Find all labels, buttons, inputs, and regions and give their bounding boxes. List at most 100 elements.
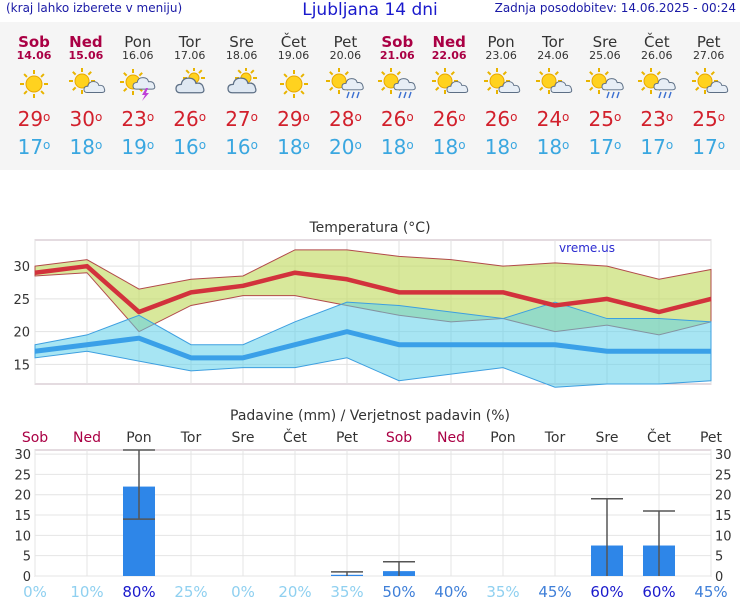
forecast-strip: Sob 14.06 29o 17o Ned 15.06 30o 18o Pon 16.06 23o 1… [0,22,740,170]
min-temp: 17o [640,135,674,159]
partly-cloudy-icon [484,68,521,94]
precip-probability: 20% [278,583,311,600]
temp-y-tick: 20 [13,326,30,341]
day-date: 16.06 [122,49,154,62]
max-temp: 26o [173,107,207,131]
day-name: Sre [229,33,254,51]
max-temp: 30o [69,107,103,131]
precip-day-label: Pon [126,430,151,446]
max-temp-line [34,263,712,315]
min-temp: 18o [380,135,414,159]
precip-day-label: Tor [544,430,566,446]
precip-day-label: Čet [647,428,671,446]
precip-y-tick-right: 30 [715,448,732,463]
charts-area: Temperatura (°C) 15 20 25 30 vreme.us Padavine… [13,220,732,600]
day-name: Sre [592,33,618,51]
precip-probability: 40% [434,583,467,600]
precip-probability: 10% [70,583,103,600]
day-name: Pon [124,33,152,51]
day-column: Tor 24.06 24o 18o [527,22,579,158]
sun-rain-icon [326,68,365,99]
precip-probability: 60% [642,583,675,600]
day-date: 22.06 [431,49,467,62]
precip-probability: 35% [486,583,519,600]
day-name: Čet [280,33,307,51]
precip-day-label: Ned [73,430,101,446]
day-column: Sob 14.06 29o 17o [8,22,60,158]
precip-day-label: Ned [437,430,465,446]
partly-cloudy-icon [536,68,573,94]
temp-y-tick: 25 [13,293,30,308]
min-temp-range-band [34,301,712,388]
day-column: Čet 19.06 29o 18o [268,22,320,158]
precip-day-label: Pon [490,430,515,446]
last-updated: Zadnja posodobitev: 14.06.2025 - 00:24 [494,1,736,15]
min-temp: 18o [432,135,466,159]
precip-y-tick-left: 30 [14,448,31,463]
day-name: Ned [432,33,466,51]
precip-y-tick-right: 15 [715,509,732,524]
precip-y-tick-left: 20 [14,489,31,504]
temp-y-tick: 15 [13,358,30,373]
precip-y-tick-right: 25 [715,468,732,483]
min-temp: 20o [328,135,362,159]
day-column: Sre 25.06 25o 17o [579,22,631,158]
precip-probability: 50% [382,583,415,600]
precip-day-label: Pet [700,430,723,446]
max-temp: 25o [588,107,622,131]
day-column: Pon 16.06 23o 19o [112,22,164,158]
precip-y-tick-right: 10 [715,529,732,544]
max-temp: 24o [536,107,570,131]
precip-day-label: Sob [386,430,412,446]
temp-y-tick: 30 [13,260,30,275]
min-temp-line [34,329,711,361]
day-name: Čet [644,33,670,51]
max-temp: 25o [692,107,726,131]
day-date: 21.06 [379,49,415,62]
thunderstorm-icon [119,69,156,101]
watermark: vreme.us [559,241,615,255]
max-temp: 27o [225,107,258,131]
sun-rain-icon [585,68,624,99]
max-temp: 29o [277,107,310,131]
page-title: Ljubljana 14 dni [302,0,438,20]
partly-cloudy-icon [68,68,106,94]
max-temp: 28o [328,107,362,131]
day-date: 25.06 [589,49,621,62]
day-date: 17.06 [173,49,206,62]
min-temp: 16o [225,135,258,159]
precip-probability: 35% [330,583,363,600]
precip-y-tick-left: 25 [14,468,31,483]
cloudy-icon [226,68,257,94]
min-temp: 17o [588,135,622,159]
precip-probability: 80% [122,583,155,600]
max-temp: 26o [380,107,414,131]
min-temp: 16o [173,135,207,159]
sun-rain-icon [378,68,417,99]
temp-chart-title: Temperatura (°C) [308,220,430,236]
min-temp: 18o [484,135,518,159]
sun-rain-icon [637,68,676,99]
partly-cloudy-icon [432,68,469,94]
precip-probability: 45% [694,583,727,600]
day-column: Ned 22.06 26o 18o [423,22,475,158]
min-temp: 18o [277,135,310,159]
sunny-icon [20,70,48,98]
precip-day-label: Pet [336,430,359,446]
sunny-icon [279,70,308,98]
day-date: 26.06 [641,49,673,62]
day-name: Tor [178,33,201,51]
day-column: Pet 20.06 28o 20o [319,22,371,158]
precip-probability: 0% [231,583,255,600]
min-temp: 18o [536,135,570,159]
max-temp: 23o [640,107,674,131]
max-temp: 23o [121,107,155,131]
day-column: Sre 18.06 27o 16o [216,22,268,158]
day-date: 27.06 [692,49,725,62]
max-temp: 29o [17,107,51,131]
day-date: 15.06 [68,49,104,62]
day-name: Pet [696,33,721,51]
day-name: Sob [18,33,50,51]
precip-day-label: Sob [22,430,48,446]
day-date: 24.06 [537,49,569,62]
